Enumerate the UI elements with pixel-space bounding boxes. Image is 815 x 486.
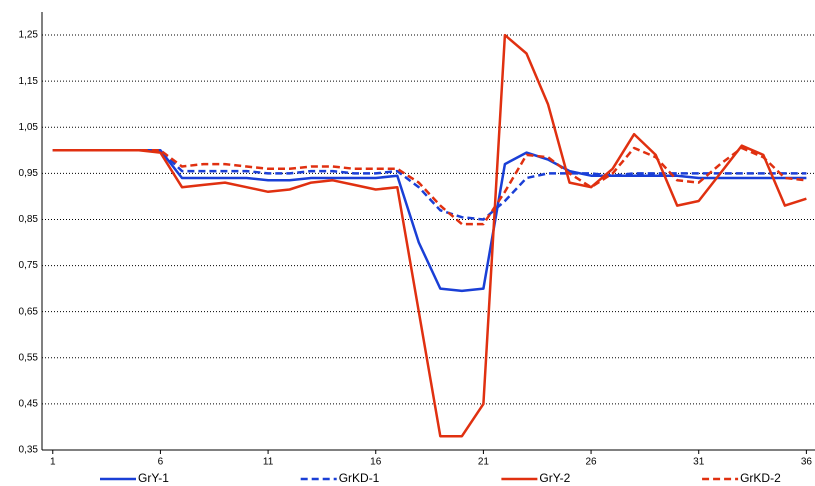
legend-label: GrKD-2 — [740, 471, 781, 485]
y-tick-label: 0,75 — [19, 260, 39, 271]
series-line — [52, 146, 807, 226]
series-line — [52, 33, 807, 438]
x-tick-label: 11 — [263, 457, 274, 468]
y-tick-label: 1,05 — [19, 122, 39, 133]
y-tick-label: 0,65 — [19, 306, 39, 317]
y-tick-label: 0,45 — [19, 399, 39, 410]
legend-label: GrY-2 — [539, 471, 570, 485]
x-tick-label: 6 — [158, 457, 164, 468]
x-tick-label: 1 — [50, 457, 56, 468]
series-line — [52, 149, 807, 293]
y-tick-label: 0,35 — [19, 445, 39, 456]
y-tick-label: 0,85 — [19, 214, 39, 225]
y-tick-label: 1,25 — [19, 30, 39, 41]
x-tick-label: 31 — [693, 457, 705, 468]
legend: GrY-1 GrKD-1 GrY-2 GrKD-2 — [100, 471, 781, 485]
legend-label: GrY-1 — [138, 471, 169, 485]
y-tick-label: 1,15 — [19, 76, 39, 87]
y-tick-label: 0,95 — [19, 168, 39, 179]
x-tick-label: 36 — [801, 457, 813, 468]
x-tick-label: 21 — [478, 457, 490, 468]
x-tick-label: 26 — [586, 457, 598, 468]
series-line — [52, 149, 807, 221]
x-tick-label: 16 — [370, 457, 382, 468]
y-tick-label: 0,55 — [19, 352, 39, 363]
legend-label: GrKD-1 — [339, 471, 380, 485]
